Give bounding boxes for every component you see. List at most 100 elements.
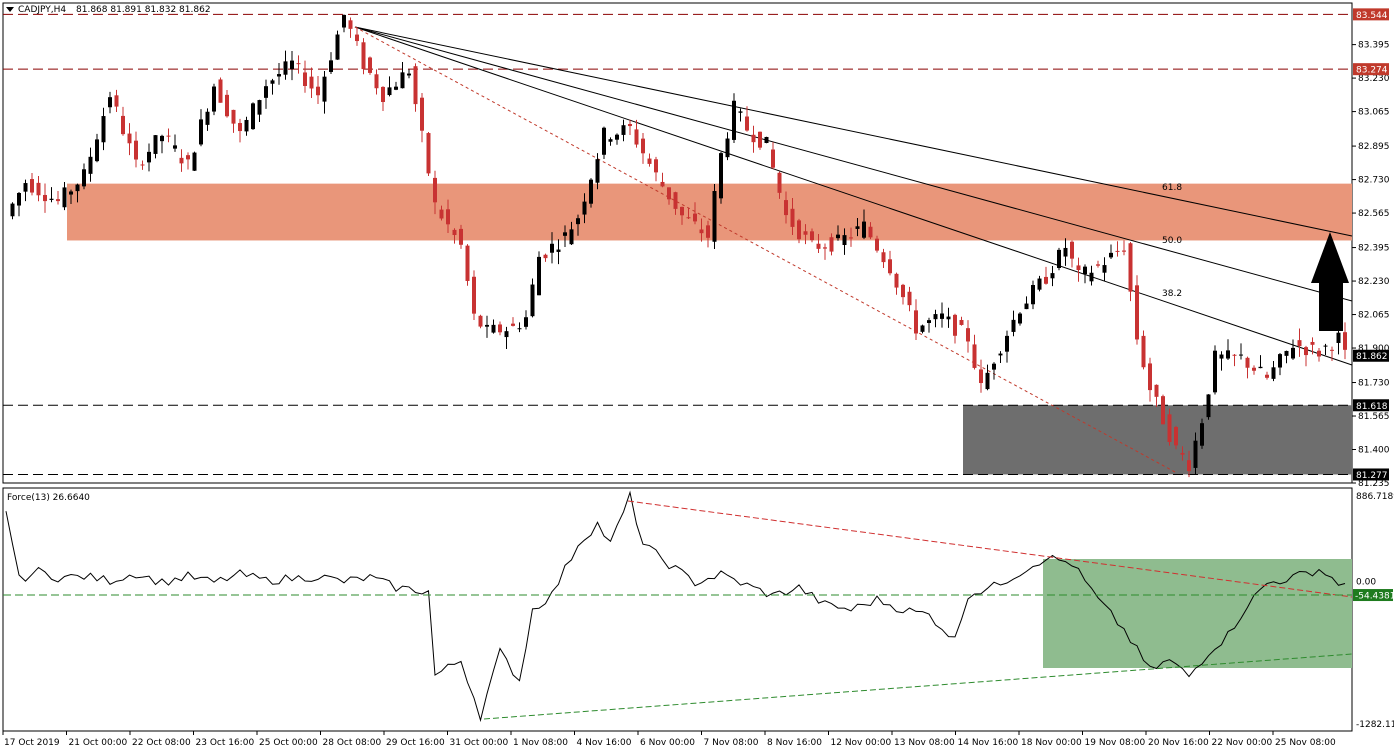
- force-tick-label: 886.7189: [1356, 492, 1394, 502]
- fib-fan-618-line: [354, 26, 1353, 237]
- candle-body: [303, 72, 307, 87]
- candle-body: [1122, 250, 1126, 252]
- time-tick-label: 23 Oct 16:00: [196, 738, 255, 748]
- time-tick-label: 22 Oct 08:00: [132, 738, 191, 748]
- candle-body: [329, 60, 333, 72]
- candle-body: [1343, 332, 1347, 350]
- price-tick-label: 82.395: [1358, 244, 1390, 254]
- force-indicator-label: Force(13) 26.6640: [7, 493, 90, 503]
- candle-body: [953, 314, 957, 336]
- time-tick-label: 22 Nov 00:00: [1212, 738, 1273, 748]
- price-tick-label: 83.395: [1358, 41, 1390, 51]
- candle-body: [1245, 357, 1250, 368]
- candle-body: [920, 325, 925, 332]
- candle-body: [1057, 249, 1061, 268]
- candle-body: [940, 313, 944, 319]
- time-tick-label: 8 Nov 16:00: [767, 738, 822, 748]
- price-tag-bg: [1353, 399, 1389, 412]
- candle-body: [1005, 335, 1009, 352]
- candle-body: [823, 247, 827, 249]
- candle-body: [829, 237, 834, 252]
- candle-body: [992, 363, 996, 370]
- candle-body: [511, 323, 515, 326]
- candle-body: [147, 151, 151, 163]
- candle-body: [641, 138, 645, 154]
- candle-body: [1258, 366, 1263, 369]
- candle-body: [1252, 367, 1256, 371]
- price-tag-bg: [1353, 468, 1389, 481]
- candle-body: [615, 134, 619, 140]
- candle-body: [75, 184, 80, 192]
- candle-body: [400, 72, 405, 89]
- candle-body: [537, 256, 541, 296]
- candle-body: [608, 139, 613, 142]
- candle-body: [459, 228, 463, 245]
- candle-body: [758, 131, 762, 148]
- candle-body: [582, 201, 587, 215]
- candle-body: [1304, 347, 1308, 356]
- candle-body: [745, 116, 749, 131]
- candle-body: [1050, 273, 1055, 279]
- price-tick-label: 81.400: [1358, 446, 1390, 456]
- time-tick-label: 12 Nov 00:00: [831, 738, 892, 748]
- candle-body: [972, 344, 977, 368]
- candle-body: [1024, 303, 1029, 310]
- candle-body: [465, 245, 470, 281]
- candle-body: [413, 66, 418, 105]
- price-tick-label: 82.895: [1358, 142, 1390, 152]
- candle-body: [595, 159, 600, 183]
- candle-body: [1076, 265, 1081, 271]
- candle-body: [69, 191, 73, 195]
- price-axis: 83.395 83.230 83.065 82.895 82.730 82.565 82.3…: [1352, 41, 1390, 489]
- price-tick-label: 83.230: [1358, 74, 1390, 84]
- candle-body: [1193, 440, 1198, 468]
- fib-label-618: 61.8: [1162, 183, 1182, 193]
- price-tag-81.618: 81.618: [1356, 402, 1388, 412]
- candle-body: [602, 127, 606, 155]
- fib-fan-500-line: [354, 26, 1353, 302]
- candle-body: [1310, 341, 1315, 345]
- candle-body: [1180, 452, 1185, 455]
- fib-label-382: 38.2: [1162, 289, 1182, 299]
- candle-body: [738, 111, 743, 113]
- candle-body: [127, 133, 132, 144]
- price-tags: 83.544 83.274 81.618 81.277 81.862: [1353, 8, 1389, 481]
- candle-body: [452, 229, 457, 236]
- candle-body: [816, 243, 821, 249]
- force-green-trendline: [483, 653, 1353, 720]
- candle-body: [1206, 394, 1211, 418]
- candle-body: [1297, 340, 1302, 347]
- candle-body: [862, 221, 866, 238]
- symbol-dropdown-icon[interactable]: [6, 7, 14, 12]
- candle-body: [56, 199, 60, 202]
- candle-body: [1115, 250, 1120, 252]
- candle-body: [576, 218, 580, 225]
- candle-body: [381, 86, 385, 103]
- candle-body: [225, 94, 229, 117]
- price-tag-bg: [1353, 8, 1389, 21]
- candle-body: [1037, 278, 1042, 290]
- candle-body: [179, 157, 184, 164]
- candle-body: [868, 226, 873, 238]
- candle-body: [543, 254, 548, 259]
- candle-body: [1265, 374, 1269, 378]
- candle-body: [979, 369, 983, 384]
- time-tick-label: 14 Nov 16:00: [958, 738, 1019, 748]
- candle-body: [153, 135, 158, 154]
- candle-body: [589, 179, 593, 204]
- candle-body: [355, 34, 359, 42]
- candle-body: [238, 123, 242, 132]
- candle-body: [1128, 243, 1133, 292]
- candle-body: [30, 179, 34, 193]
- force-series: [5, 490, 1346, 723]
- candle-body: [1336, 332, 1341, 343]
- candle-body: [348, 20, 353, 29]
- price-tick-label: 81.235: [1358, 479, 1390, 489]
- candle-body: [166, 135, 171, 137]
- candle-body: [49, 198, 54, 200]
- candle-body: [335, 34, 340, 60]
- candle-body: [1141, 335, 1146, 368]
- candle-body: [946, 316, 951, 320]
- up-arrow-icon: [1311, 232, 1349, 331]
- price-tag-81.277: 81.277: [1356, 471, 1388, 481]
